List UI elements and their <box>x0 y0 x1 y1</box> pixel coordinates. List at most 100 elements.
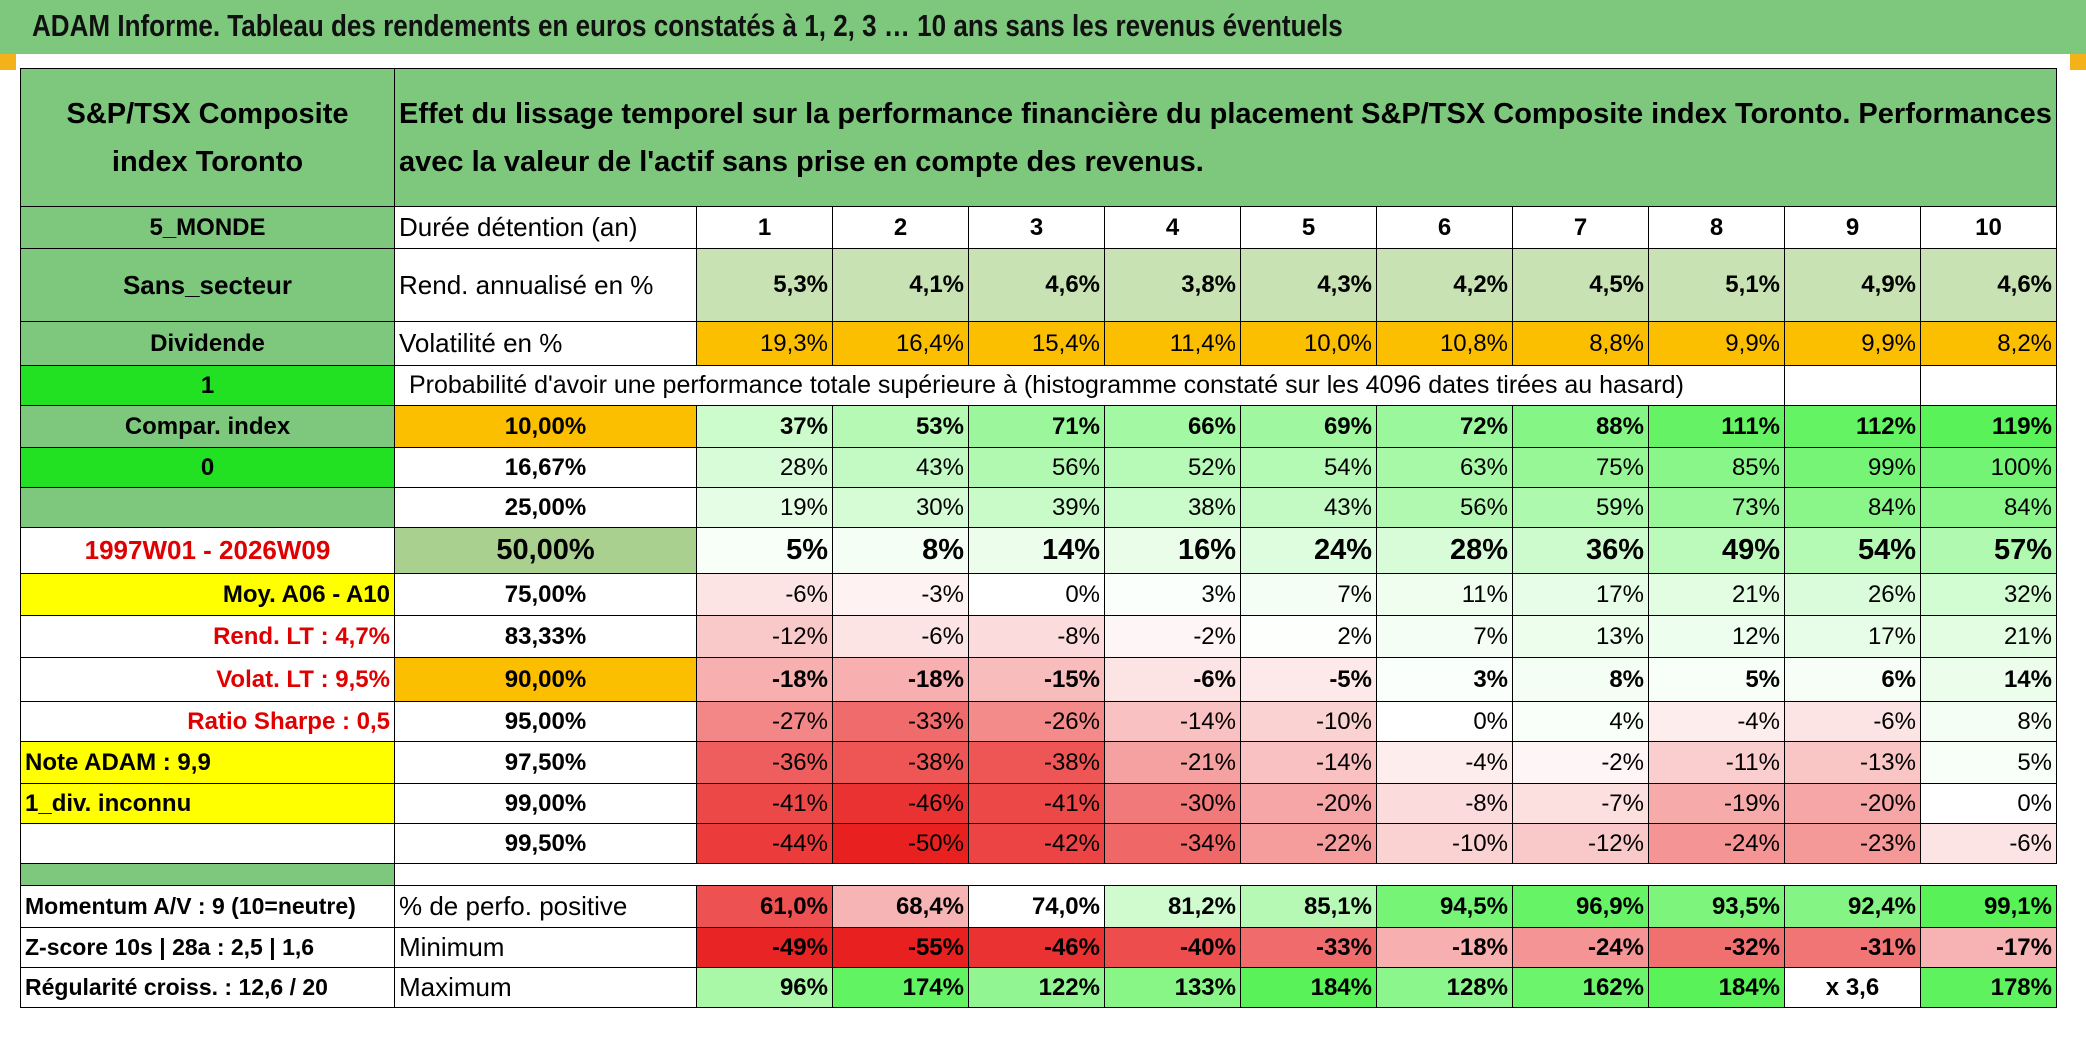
vol-cell: 10,8% <box>1376 321 1513 366</box>
metric-cell: 61,0% <box>696 885 833 928</box>
perf-cell: 119% <box>1920 405 2057 448</box>
metric-label: Minimum <box>394 927 697 968</box>
perf-cell: 21% <box>1920 615 2057 658</box>
metric-cell: 128% <box>1376 967 1513 1008</box>
empty-cell <box>1920 365 2057 406</box>
perf-cell: -50% <box>832 823 969 864</box>
perf-cell: 14% <box>1920 657 2057 702</box>
perf-cell: 28% <box>696 447 833 488</box>
perf-cell: 72% <box>1376 405 1513 448</box>
perf-cell: 84% <box>1920 487 2057 528</box>
metric-cell: 96% <box>696 967 833 1008</box>
metric-cell: -33% <box>1240 927 1377 968</box>
perf-cell: 26% <box>1784 573 1921 616</box>
rend-cell: 4,5% <box>1512 248 1649 322</box>
title-bar: ADAM Informe. Tableau des rendements en … <box>0 0 2086 54</box>
perf-cell: -22% <box>1240 823 1377 864</box>
perf-cell: -8% <box>968 615 1105 658</box>
metric-cell: 174% <box>832 967 969 1008</box>
side-info-cell: Ratio Sharpe : 0,5 <box>20 701 395 742</box>
perf-cell: -12% <box>1512 823 1649 864</box>
perf-cell: 8% <box>832 527 969 574</box>
perf-cell: 54% <box>1784 527 1921 574</box>
spacer-cell <box>20 863 395 886</box>
perf-cell: -18% <box>696 657 833 702</box>
perf-cell: -2% <box>1512 741 1649 784</box>
perf-cell: 21% <box>1648 573 1785 616</box>
perf-cell: -2% <box>1104 615 1241 658</box>
perf-cell: -21% <box>1104 741 1241 784</box>
perf-cell: 88% <box>1512 405 1649 448</box>
rend-cell: 4,1% <box>832 248 969 322</box>
perf-cell: -15% <box>968 657 1105 702</box>
perf-cell: 7% <box>1240 573 1377 616</box>
perf-cell: 3% <box>1376 657 1513 702</box>
performance-table: S&P/TSX Composite index Toronto Effet du… <box>20 68 2057 1008</box>
perf-cell: 24% <box>1240 527 1377 574</box>
perf-cell: 111% <box>1648 405 1785 448</box>
vol-cell: 15,4% <box>968 321 1105 366</box>
dividend-cell: Dividende <box>20 321 395 366</box>
perf-cell: -38% <box>832 741 969 784</box>
page-title: ADAM Informe. Tableau des rendements en … <box>32 8 1343 43</box>
percentile-cell: 99,50% <box>394 823 697 864</box>
perf-cell: 6% <box>1784 657 1921 702</box>
percentile-cell: 16,67% <box>394 447 697 488</box>
perf-cell: -12% <box>696 615 833 658</box>
year-cell: 2 <box>832 206 969 249</box>
perf-cell: -14% <box>1104 701 1241 742</box>
perf-cell: -42% <box>968 823 1105 864</box>
percentile-cell: 90,00% <box>394 657 697 702</box>
perf-cell: -20% <box>1784 783 1921 824</box>
perf-cell: -44% <box>696 823 833 864</box>
percentile-cell: 50,00% <box>394 527 697 574</box>
perf-cell: 11% <box>1376 573 1513 616</box>
perf-cell: 30% <box>832 487 969 528</box>
perf-cell: -7% <box>1512 783 1649 824</box>
metric-cell: 94,5% <box>1376 885 1513 928</box>
perf-cell: 8% <box>1512 657 1649 702</box>
percentile-cell: 10,00% <box>394 405 697 448</box>
perf-cell: 75% <box>1512 447 1649 488</box>
perf-cell: 100% <box>1920 447 2057 488</box>
year-cell: 5 <box>1240 206 1377 249</box>
rend-label: Rend. annualisé en % <box>394 248 697 322</box>
perf-cell: 63% <box>1376 447 1513 488</box>
metric-note-cell: Momentum A/V : 9 (10=neutre) <box>20 885 395 928</box>
perf-cell: -20% <box>1240 783 1377 824</box>
metric-cell: 68,4% <box>832 885 969 928</box>
perf-cell: -6% <box>1920 823 2057 864</box>
percentile-cell: 75,00% <box>394 573 697 616</box>
metric-cell: -55% <box>832 927 969 968</box>
vol-cell: 8,8% <box>1512 321 1649 366</box>
metric-cell: -17% <box>1920 927 2057 968</box>
metric-cell: -40% <box>1104 927 1241 968</box>
year-cell: 9 <box>1784 206 1921 249</box>
corner-marker <box>0 54 16 70</box>
perf-cell: 8% <box>1920 701 2057 742</box>
perf-cell: -33% <box>832 701 969 742</box>
perf-cell: 53% <box>832 405 969 448</box>
percentile-cell: 95,00% <box>394 701 697 742</box>
perf-cell: -19% <box>1648 783 1785 824</box>
metric-cell: x 3,6 <box>1784 967 1921 1008</box>
metric-cell: 85,1% <box>1240 885 1377 928</box>
perf-cell: -26% <box>968 701 1105 742</box>
perf-cell: 73% <box>1648 487 1785 528</box>
perf-cell: -6% <box>1104 657 1241 702</box>
empty-cell <box>1784 365 1921 406</box>
perf-cell: 69% <box>1240 405 1377 448</box>
metric-note-cell: Régularité croiss. : 12,6 / 20 <box>20 967 395 1008</box>
metric-cell: 184% <box>1240 967 1377 1008</box>
year-cell: 6 <box>1376 206 1513 249</box>
perf-cell: 84% <box>1784 487 1921 528</box>
perf-cell: 7% <box>1376 615 1513 658</box>
perf-cell: -34% <box>1104 823 1241 864</box>
vol-label: Volatilité en % <box>394 321 697 366</box>
rend-cell: 3,8% <box>1104 248 1241 322</box>
prob-label: Probabilité d'avoir une performance tota… <box>394 365 1785 406</box>
perf-cell: -14% <box>1240 741 1377 784</box>
metric-cell: 162% <box>1512 967 1649 1008</box>
perf-cell: -23% <box>1784 823 1921 864</box>
perf-cell: -38% <box>968 741 1105 784</box>
